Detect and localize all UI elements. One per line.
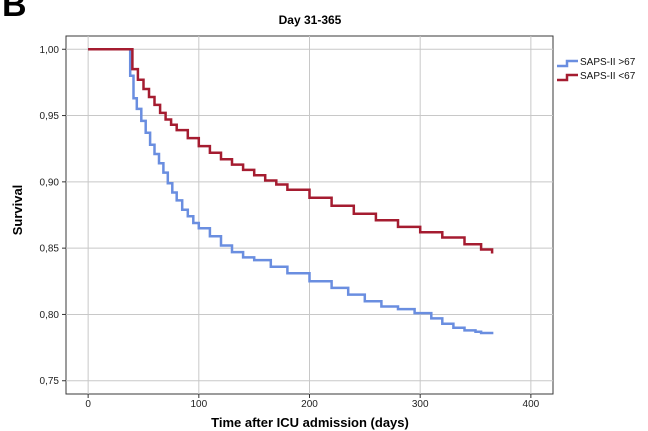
legend-label-saps-low: SAPS-II <67: [580, 71, 636, 82]
legend: SAPS-II >67 SAPS-II <67: [557, 57, 636, 82]
series-line-saps-low: [88, 48, 494, 254]
y-tick-label: 0,80: [40, 310, 60, 321]
series-lines: [88, 48, 494, 335]
x-tick-label: 300: [412, 399, 429, 410]
y-tick-label: 0,85: [40, 244, 60, 255]
y-tick-label: 0,90: [40, 177, 60, 188]
y-tick-label: 0,95: [40, 111, 60, 122]
x-tick-label: 100: [190, 399, 207, 410]
x-tick-label: 400: [523, 399, 540, 410]
legend-swatch-saps-high: [557, 59, 578, 68]
x-axis-title: Time after ICU admission (days): [211, 415, 409, 430]
chart-title: Day 31-365: [279, 13, 342, 27]
y-axis-title: Survival: [10, 185, 25, 236]
series-line-saps-high: [88, 48, 494, 335]
x-tick-label: 0: [85, 399, 91, 410]
gridlines: [66, 36, 553, 394]
x-tick-label: 200: [301, 399, 318, 410]
axis-ticks: 0 100 200 300 400 0,75 0,80 0,85 0,90 0,95 1,00: [40, 45, 540, 410]
panel-letter: B: [2, 0, 27, 24]
y-tick-label: 1,00: [40, 45, 60, 56]
y-tick-label: 0,75: [40, 376, 60, 387]
legend-label-saps-high: SAPS-II >67: [580, 57, 636, 68]
legend-swatch-saps-low: [557, 73, 578, 82]
